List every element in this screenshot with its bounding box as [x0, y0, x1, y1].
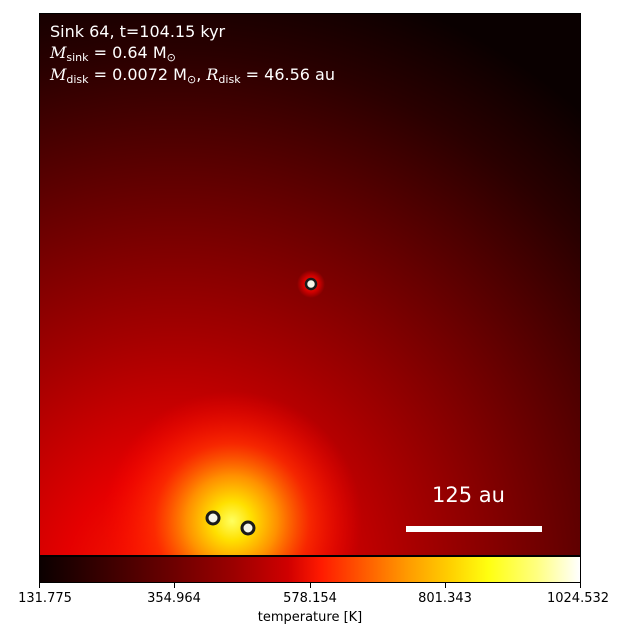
- colorbar-tick-label: 131.775: [18, 591, 72, 606]
- scale-bar: [406, 526, 542, 532]
- mdisk-value: = 0.0072 M: [88, 65, 187, 84]
- colorbar-label: temperature [K]: [257, 610, 363, 625]
- sink-particle-right: [240, 520, 256, 536]
- colorbar-tick: [445, 583, 446, 588]
- colorbar: [39, 556, 581, 583]
- scale-bar-label: 125 au: [432, 483, 505, 507]
- temperature-map-image: [40, 14, 580, 555]
- colorbar-tick-label: 801.343: [418, 591, 472, 606]
- colorbar-tick: [174, 583, 175, 588]
- msink-value: = 0.64 M: [88, 43, 167, 62]
- sink-title: Sink 64, t=104.15 kyr: [50, 22, 226, 41]
- msink-symbol: M: [50, 43, 67, 62]
- colorbar-tick-label: 1024.532: [546, 591, 610, 606]
- disk-props-label: Mdisk = 0.0072 M⊙, Rdisk = 46.56 au: [50, 64, 335, 90]
- sink-particle-top: [304, 277, 318, 291]
- separator: ,: [196, 65, 207, 84]
- colorbar-tick: [580, 583, 581, 588]
- colorbar-tick: [39, 583, 40, 588]
- rdisk-symbol: R: [206, 65, 219, 84]
- mdisk-symbol: M: [50, 65, 67, 84]
- temperature-map: Sink 64, t=104.15 kyr Msink = 0.64 M⊙ Md…: [39, 13, 581, 556]
- colorbar-tick-label: 354.964: [147, 591, 201, 606]
- colorbar-tick: [310, 583, 311, 588]
- msink-subscript: sink: [66, 51, 89, 64]
- sun-symbol: ⊙: [166, 51, 176, 64]
- mdisk-subscript: disk: [66, 73, 89, 86]
- sink-particle-left: [205, 510, 221, 526]
- sink-mass-label: Msink = 0.64 M⊙: [50, 42, 176, 68]
- rdisk-subscript: disk: [218, 73, 241, 86]
- colorbar-tick-label: 578.154: [283, 591, 337, 606]
- rdisk-value: = 46.56 au: [240, 65, 335, 84]
- sun-symbol: ⊙: [186, 73, 197, 86]
